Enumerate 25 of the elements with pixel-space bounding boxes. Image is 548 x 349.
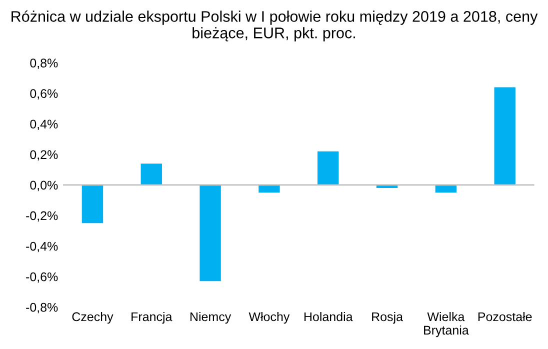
x-tick-label: Niemcy [190,312,232,324]
bar [200,184,221,282]
x-tick-label: Włochy [248,312,290,324]
y-tick-label: 0,0% [30,180,58,192]
y-tick-label: 0,4% [30,120,58,130]
y-tick-label: 0,6% [30,89,58,100]
bar [494,87,516,185]
x-tick-label: Francja [132,312,172,324]
y-tick-label: -0,4% [26,242,58,252]
y-tick-label: 0,2% [30,150,58,161]
x-tick-label: Czechy [72,312,114,324]
bar [140,164,162,185]
y-tick-label: -0,8% [26,302,58,314]
x-tick-label: Rosja [372,312,404,324]
x-tick-label: Pozostałe [478,312,532,322]
bar [318,151,339,185]
y-tick-label: -0,2% [26,211,58,222]
x-tick-label: Holandia [304,312,353,322]
x-tick-label: Wielka Brytania [424,312,469,338]
bar [258,184,280,193]
bar [435,184,457,193]
y-tick-label: 0,8% [30,58,58,69]
bar [82,184,104,224]
y-tick-label: -0,6% [26,272,58,283]
chart-title: Różnica w udziale eksportu Polski w I połowie roku między 2019 a 2018, ceny bieżące, EUR, pkt. proc. [12,10,538,42]
